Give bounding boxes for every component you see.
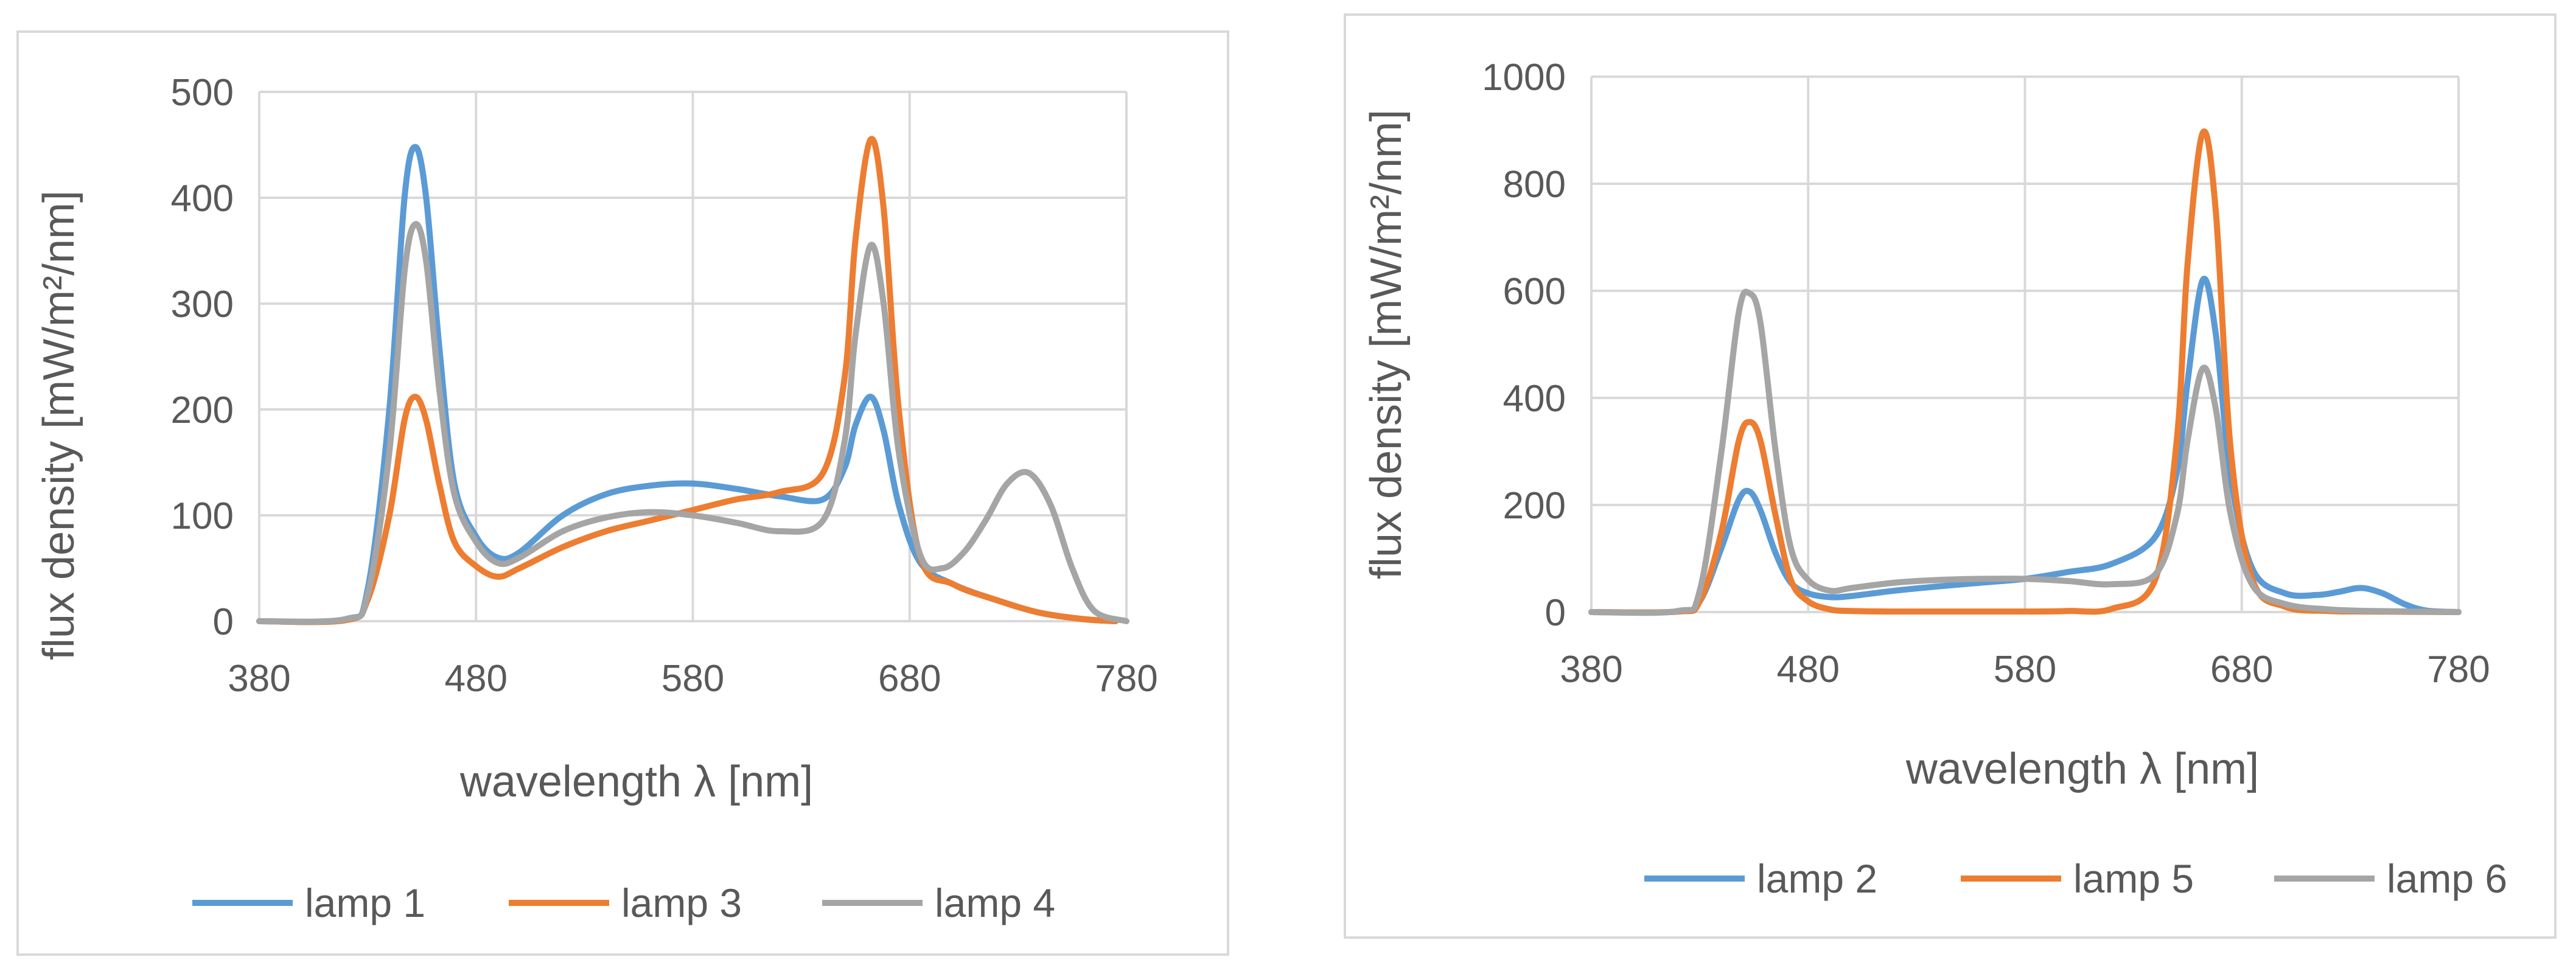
y-tick-label: 200 <box>171 389 234 431</box>
x-tick-label: 680 <box>2210 649 2273 691</box>
y-tick-label: 100 <box>171 495 234 537</box>
x-tick-label: 780 <box>1095 658 1157 700</box>
x-tick-label: 680 <box>878 658 941 700</box>
legend-label-lamp-6: lamp 6 <box>2387 856 2507 901</box>
y-tick-label: 0 <box>213 601 234 643</box>
y-tick-label: 600 <box>1503 271 1566 313</box>
series-line-lamp-1 <box>256 144 1119 625</box>
chart-right: 0 200 400 600 800 1000 380 480 580 680 780 flux de… <box>1362 57 2507 901</box>
y-tick-label: 400 <box>171 178 234 220</box>
y-tick-label: 1000 <box>1482 57 1566 99</box>
x-tick-label: 480 <box>1777 649 1840 691</box>
y-tick-label: 200 <box>1503 485 1566 527</box>
x-axis-title: wavelength λ [nm] <box>1905 745 2259 793</box>
x-tick-label: 380 <box>1560 649 1622 691</box>
x-axis-title: wavelength λ [nm] <box>459 757 813 806</box>
y-axis-title: flux density [mW/m²/nm] <box>35 190 83 660</box>
y-axis-title: flux density [mW/m²/nm] <box>1362 110 1411 579</box>
series-line-lamp-6 <box>1588 288 2462 616</box>
legend-label-lamp-3: lamp 3 <box>621 880 742 925</box>
x-tick-label: 380 <box>228 658 290 700</box>
y-tick-label: 400 <box>1503 378 1566 420</box>
legend-label-lamp-4: lamp 4 <box>935 880 1055 925</box>
chart-panel-left: 0 100 200 300 400 500 380 480 580 680 780 flux den… <box>16 30 1229 956</box>
legend-label-lamp-1: lamp 1 <box>305 880 425 925</box>
x-tick-label: 580 <box>1994 649 2056 691</box>
y-tick-label: 800 <box>1503 164 1566 206</box>
x-tick-label: 480 <box>445 658 508 700</box>
series-line-lamp-4 <box>256 221 1129 625</box>
x-tick-label: 580 <box>661 658 724 700</box>
x-tick-label: 780 <box>2427 649 2490 691</box>
y-tick-label: 300 <box>171 284 234 326</box>
chart-left: 0 100 200 300 400 500 380 480 580 680 780 flux den… <box>35 72 1158 925</box>
series-line-lamp-2 <box>1588 276 2462 616</box>
series-line-lamp-5 <box>1588 128 2462 616</box>
legend-label-lamp-2: lamp 2 <box>1757 856 1877 901</box>
y-tick-label: 500 <box>171 72 234 114</box>
legend-label-lamp-5: lamp 5 <box>2073 856 2194 901</box>
series-line-lamp-3 <box>256 136 1119 625</box>
y-tick-label: 0 <box>1545 592 1566 634</box>
chart-panel-right: 0 200 400 600 800 1000 380 480 580 680 780 flux de… <box>1344 13 2557 939</box>
